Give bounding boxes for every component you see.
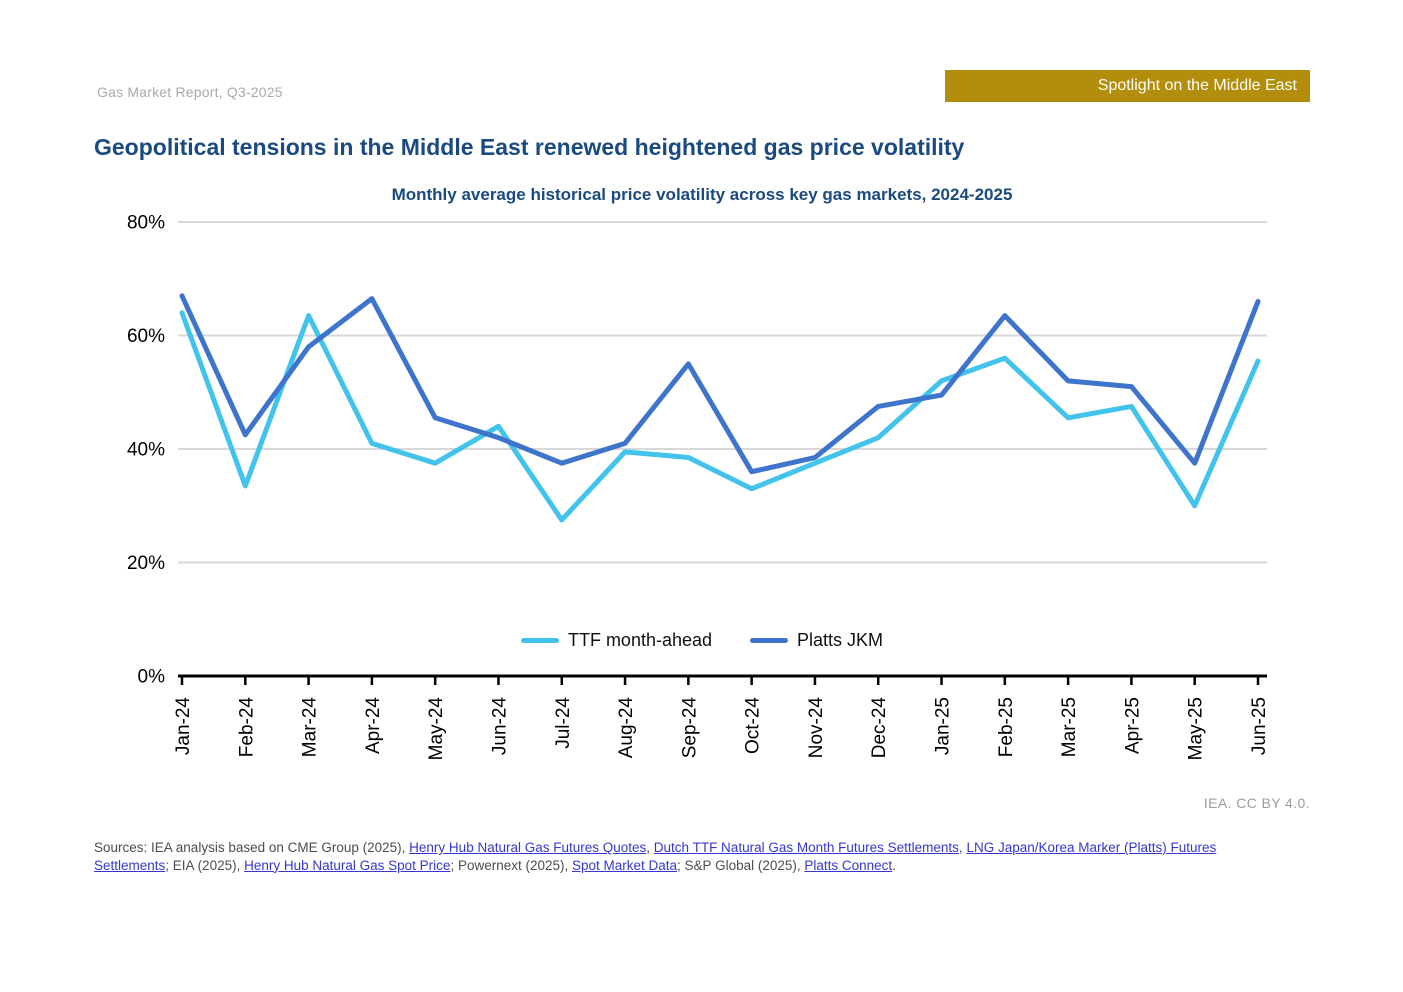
y-tick-label: 0%	[138, 667, 166, 688]
source-text: .	[892, 857, 896, 873]
legend-label: TTF month-ahead	[567, 630, 713, 650]
legend-line-swatch	[750, 638, 789, 643]
x-tick-label: Dec-24	[869, 697, 890, 759]
source-link[interactable]: Spot Market Data	[572, 857, 678, 873]
x-tick-label: Jan-24	[173, 697, 194, 756]
volatility-line-chart: 0% 20% 40% 60% 80% Jan-24 Feb-24 Mar-24 Apr-24 Ma…	[127, 213, 1270, 761]
x-tick-label: Apr-25	[1122, 697, 1143, 754]
source-text: Sources: IEA analysis based on CME Group…	[94, 840, 410, 855]
legend-item-0: TTF month-ahead	[520, 630, 713, 651]
x-tick-label: Apr-24	[363, 697, 384, 754]
source-link[interactable]: LNG Japan/Korea Marker (Platts) Futures …	[94, 840, 1217, 873]
x-tick-label: Mar-25	[1059, 697, 1080, 757]
legend-item-1: Platts JKM	[750, 630, 883, 651]
x-tick-label: Sep-24	[679, 697, 700, 759]
page-title: Geopolitical tensions in the Middle East…	[94, 134, 965, 160]
legend-label: Platts JKM	[797, 630, 884, 650]
x-tick-label: Feb-25	[996, 697, 1017, 757]
legend-line-swatch	[520, 638, 559, 643]
source-text: ; Powernext (2025),	[450, 857, 572, 873]
x-tick-label: Aug-24	[616, 697, 637, 759]
x-tick-label: Mar-24	[300, 697, 321, 758]
source-link[interactable]: Dutch TTF Natural Gas Month Futures Sett…	[653, 840, 959, 855]
spotlight-banner: Spotlight on the Middle East	[945, 70, 1310, 102]
source-text: ,	[646, 840, 654, 855]
source-text: ; EIA (2025),	[165, 857, 245, 873]
series-line-1	[179, 293, 1261, 475]
x-tick-label: Jul-24	[553, 697, 574, 749]
source-link[interactable]: Henry Hub Natural Gas Futures Quotes	[409, 840, 647, 855]
x-tick-label: Jun-25	[1249, 697, 1270, 755]
x-tick-label: Oct-24	[743, 697, 764, 754]
x-tick-label: Jan-25	[933, 697, 954, 755]
license-attribution: IEA. CC BY 4.0.	[1203, 795, 1310, 811]
x-tick-label: May-24	[426, 697, 447, 761]
report-edition-label: Gas Market Report, Q3-2025	[97, 84, 283, 100]
source-link[interactable]: Platts Connect	[804, 857, 893, 873]
y-tick-label: 80%	[127, 213, 165, 234]
x-tick-label: Nov-24	[806, 697, 827, 759]
source-link[interactable]: Henry Hub Natural Gas Spot Price	[244, 857, 451, 873]
chart-legend: TTF month-ahead Platts JKM	[94, 630, 1310, 651]
x-tick-label: Feb-24	[236, 697, 257, 758]
x-tick-label: May-25	[1186, 697, 1207, 760]
series-line-0	[179, 310, 1261, 523]
x-tick-label: Jun-24	[489, 697, 510, 756]
chart-title: Monthly average historical price volatil…	[391, 185, 1013, 204]
sources-note: Sources: IEA analysis based on CME Group…	[94, 839, 1294, 874]
source-text: ,	[958, 840, 967, 855]
source-text: ; S&P Global (2025),	[677, 857, 805, 873]
y-tick-label: 40%	[127, 440, 165, 461]
y-tick-label: 20%	[127, 553, 165, 574]
y-tick-label: 60%	[127, 326, 165, 347]
